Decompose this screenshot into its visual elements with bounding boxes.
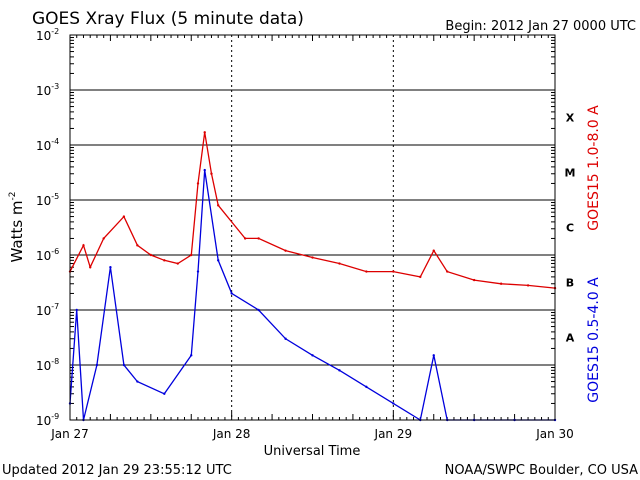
y-axis-tick-labels: 10-9 10-8 10-7 10-6 10-5 10-4 10-3 10-2 — [36, 27, 555, 428]
series-layer — [68, 131, 557, 422]
data-point — [338, 369, 341, 372]
y-tick-label: 10-7 — [36, 302, 59, 318]
data-point — [190, 253, 193, 257]
data-point — [163, 392, 166, 395]
begin-label: Begin: 2012 Jan 27 0000 UTC — [445, 19, 636, 34]
y-tick-label: 10-4 — [36, 137, 59, 153]
grid-lines — [70, 35, 555, 420]
y-tick-label: 10-5 — [36, 192, 59, 208]
flare-class-label: M — [565, 167, 576, 180]
y-tick-label: 10-2 — [36, 27, 59, 43]
data-point — [196, 182, 200, 185]
data-point — [216, 204, 220, 207]
y-axis-label-exp: -2 — [8, 191, 18, 200]
data-point — [216, 259, 220, 262]
y-tick-label: 10-6 — [36, 247, 59, 263]
x-tick-label: Jan 29 — [374, 427, 413, 441]
data-point — [257, 237, 260, 240]
y-axis-label-base: Watts m — [8, 200, 26, 262]
y-tick-label: 10-3 — [36, 82, 59, 98]
data-point — [102, 237, 105, 240]
flare-class-label: C — [566, 222, 574, 235]
data-point — [122, 215, 126, 218]
data-point — [95, 363, 99, 367]
data-point — [257, 308, 260, 312]
flare-class-labels: A B C M X — [565, 112, 576, 345]
data-point — [392, 402, 395, 405]
data-point — [176, 262, 179, 265]
data-point — [365, 270, 368, 273]
x-tick-label: Jan 27 — [50, 427, 89, 441]
y-tick-label: 10-8 — [36, 357, 59, 373]
data-point — [163, 259, 166, 262]
data-point — [365, 385, 368, 389]
data-point — [89, 266, 92, 269]
plot-frame — [69, 34, 556, 421]
data-point — [432, 354, 435, 357]
data-point — [136, 380, 139, 383]
data-point — [338, 262, 341, 265]
y-tick-label: 10-9 — [36, 412, 59, 428]
data-point — [75, 308, 78, 312]
data-point — [203, 131, 206, 134]
flare-class-label: X — [566, 112, 575, 125]
chart-title: GOES Xray Flux (5 minute data) — [32, 9, 304, 29]
data-point — [203, 168, 206, 172]
data-point — [109, 266, 112, 269]
flare-class-label: A — [566, 332, 575, 345]
series-line-blue — [69, 170, 555, 422]
x-axis-label: Universal Time — [264, 444, 361, 459]
data-point — [311, 256, 314, 259]
data-point — [82, 244, 85, 247]
data-point — [210, 172, 213, 175]
series-line-red — [69, 132, 556, 289]
data-point — [122, 363, 126, 367]
data-point — [196, 270, 200, 273]
data-point — [499, 282, 503, 285]
data-point — [284, 337, 287, 340]
y-axis-label: Watts m-2 — [8, 191, 26, 262]
data-point — [149, 253, 153, 257]
data-point — [432, 249, 435, 252]
updated-label: Updated 2012 Jan 29 23:55:12 UTC — [2, 463, 232, 478]
data-point — [392, 270, 395, 273]
data-point — [311, 354, 314, 357]
x-tick-label: Jan 28 — [212, 427, 251, 441]
x-axis-ticks: Jan 27 Jan 28 Jan 29 Jan 30 — [50, 35, 574, 441]
data-point — [284, 249, 287, 252]
data-point — [136, 244, 139, 247]
flare-class-label: B — [566, 277, 574, 290]
x-tick-label: Jan 30 — [535, 427, 574, 441]
data-point — [190, 354, 193, 357]
data-point — [230, 292, 233, 295]
data-point — [446, 270, 449, 273]
data-point — [419, 275, 422, 279]
data-point — [526, 284, 530, 287]
data-point — [243, 237, 247, 240]
data-point — [472, 278, 476, 282]
legend-series-blue: GOES15 0.5-4.0 A — [586, 277, 602, 403]
credit-label: NOAA/SWPC Boulder, CO USA — [445, 463, 638, 478]
legend-series-red: GOES15 1.0-8.0 A — [586, 105, 602, 231]
